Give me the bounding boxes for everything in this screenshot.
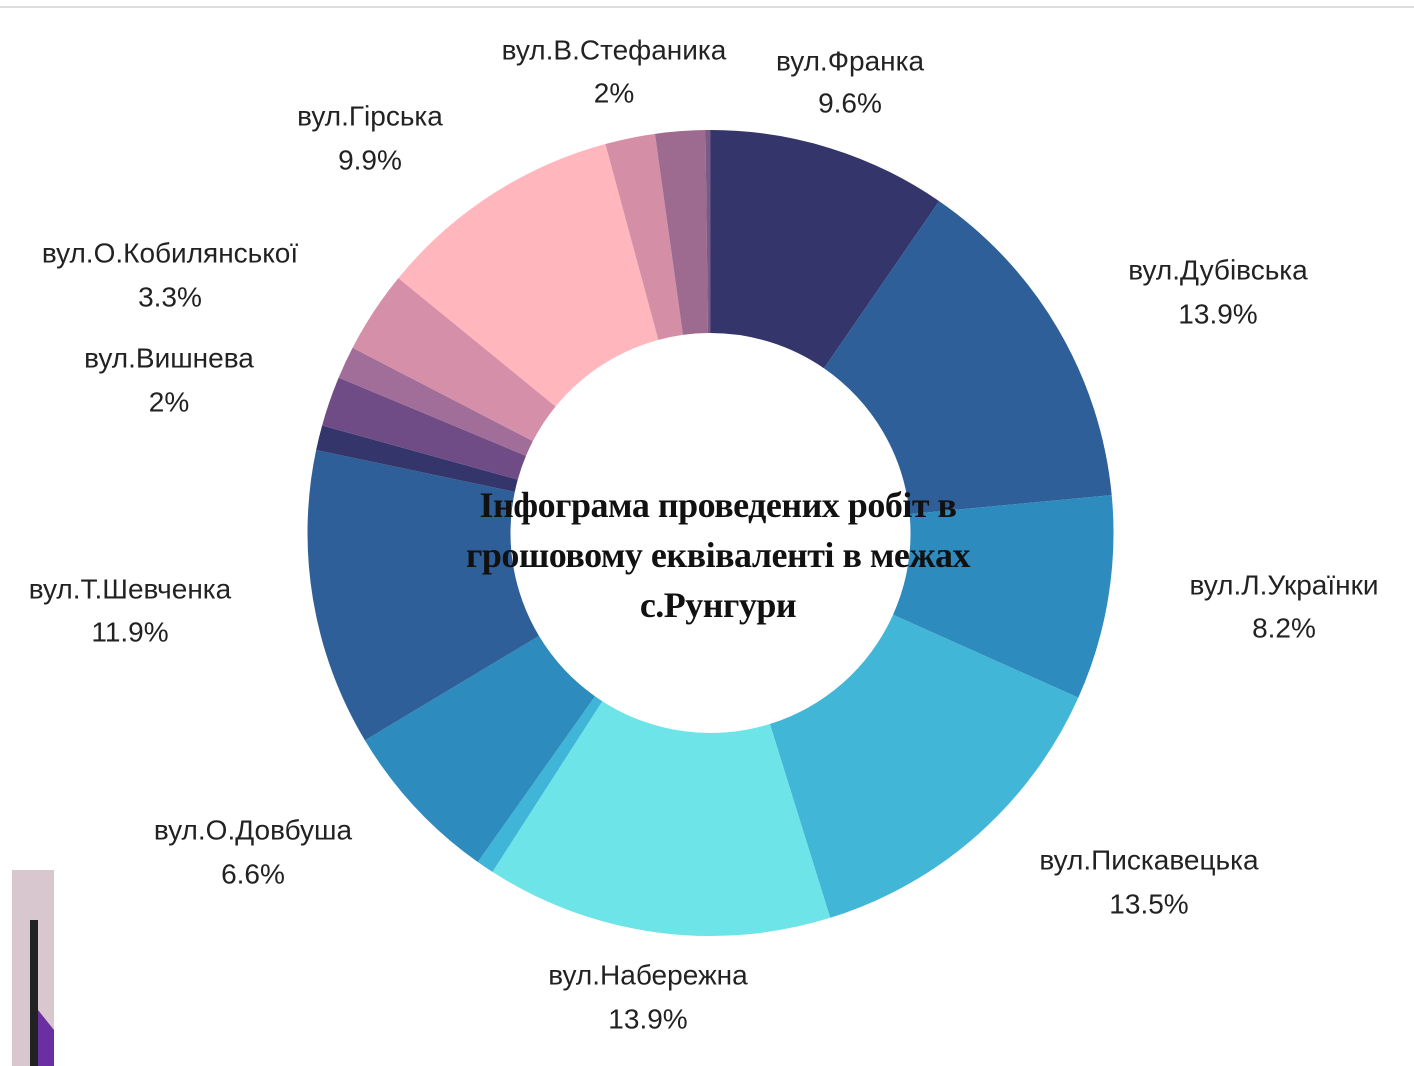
slice [477,696,603,872]
value-label: 6.6% [221,858,285,889]
slice-label: вул.В.Стефаника [502,34,727,65]
photo-fragment [12,870,54,1066]
slice-label: вул.Дубівська [1128,254,1308,285]
slice [492,701,831,936]
slice [364,635,595,862]
value-label: 2% [149,386,189,417]
slice [398,143,659,407]
slice-label: вул.О.Довбуша [154,814,353,845]
slice [338,347,533,456]
slice-label: вул.Франка [776,45,925,76]
slice [654,130,708,335]
slice [322,377,526,480]
slice [307,450,539,741]
value-label: 9.6% [818,87,882,118]
slice [769,614,1079,918]
slice [316,425,518,492]
slice-label: вул.Л.Українки [1190,569,1379,600]
value-label: 11.9% [91,616,168,647]
slice-label: вул.Гірська [297,100,443,131]
value-label: 13.9% [608,1003,687,1034]
slice-label: вул.Пискавецька [1039,844,1259,875]
value-label: 8.2% [1252,612,1316,643]
value-label: 2% [594,77,634,108]
slice [893,495,1114,698]
slice-label: вул.О.Кобилянської [42,237,299,268]
slice [705,130,711,334]
slice-label: вул.Т.Шевченка [29,573,232,604]
value-label: 9.9% [338,144,402,175]
value-label: 13.9% [1178,298,1257,329]
slice [823,201,1112,515]
slice [710,130,940,369]
slice-label: вул.Набережна [548,959,748,990]
value-label: 13.5% [1109,888,1188,919]
slice [352,278,556,442]
chart-title: Інфограма проведених робіт в грошовому е… [466,485,970,625]
value-label: 3.3% [138,281,202,312]
slice-label: вул.Вишнева [84,342,254,373]
slice [605,133,683,340]
